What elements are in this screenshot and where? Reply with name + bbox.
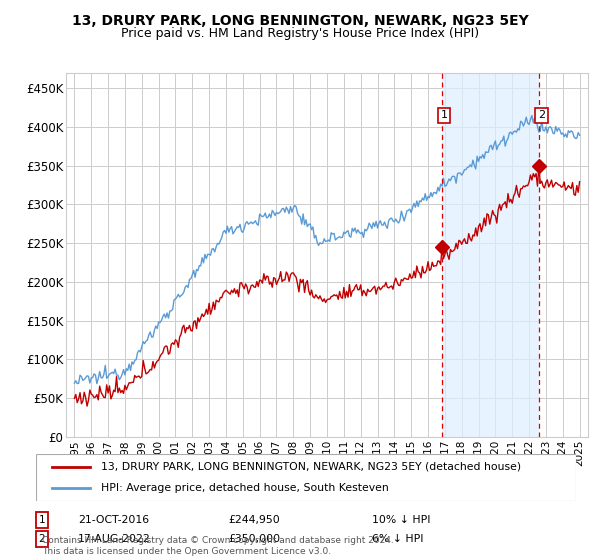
Text: 2: 2 [38,534,46,544]
Text: £350,000: £350,000 [228,534,280,544]
Bar [442,73,539,437]
Text: 13, DRURY PARK, LONG BENNINGTON, NEWARK, NG23 5EY: 13, DRURY PARK, LONG BENNINGTON, NEWARK,… [71,14,529,28]
Text: £244,950: £244,950 [228,515,280,525]
Text: 2: 2 [538,110,545,120]
Text: 21-OCT-2016: 21-OCT-2016 [78,515,149,525]
Text: 10% ↓ HPI: 10% ↓ HPI [372,515,431,525]
Text: Price paid vs. HM Land Registry's House Price Index (HPI): Price paid vs. HM Land Registry's House … [121,27,479,40]
Text: 1: 1 [38,515,46,525]
Text: 1: 1 [440,110,448,120]
FancyBboxPatch shape [36,454,576,501]
Text: HPI: Average price, detached house, South Kesteven: HPI: Average price, detached house, Sout… [101,483,389,493]
Text: 13, DRURY PARK, LONG BENNINGTON, NEWARK, NG23 5EY (detached house): 13, DRURY PARK, LONG BENNINGTON, NEWARK,… [101,462,521,472]
Text: 17-AUG-2022: 17-AUG-2022 [78,534,151,544]
Text: Contains HM Land Registry data © Crown copyright and database right 2024.
This d: Contains HM Land Registry data © Crown c… [42,536,394,556]
Text: 6% ↓ HPI: 6% ↓ HPI [372,534,424,544]
